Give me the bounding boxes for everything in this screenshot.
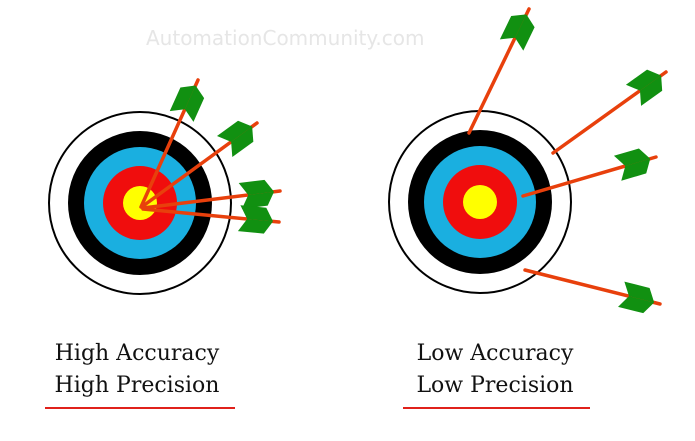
label-line-1: High Accuracy (54, 341, 220, 366)
left-target-bullseye (123, 186, 157, 220)
label-low-accuracy-low-precision: Low Accuracy Low Precision (375, 338, 615, 402)
underline-right (403, 407, 590, 409)
underline-left (45, 407, 235, 409)
right-arrow-1-fletching-2 (499, 14, 527, 40)
label-high-accuracy-high-precision: High Accuracy High Precision (17, 338, 257, 402)
label-line-2: High Precision (54, 373, 220, 398)
right-arrow-4-fletching-1 (618, 296, 655, 314)
right-arrow-2-fletching-1 (639, 75, 663, 106)
left-arrow-2-fletching-1 (231, 126, 254, 158)
left-arrow-1-fletching-1 (184, 85, 205, 122)
label-line-1: Low Accuracy (416, 341, 574, 366)
watermark: AutomationCommunity.com (146, 26, 425, 50)
left-arrow-4-fletching-1 (237, 218, 274, 234)
right-arrow-3-fletching-2 (613, 148, 651, 167)
right-arrow-4-fletching-2 (624, 281, 655, 303)
left-arrow-3-fletching-1 (241, 191, 275, 209)
label-line-2: Low Precision (416, 373, 574, 398)
left-arrow-2-fletching-2 (217, 120, 253, 142)
left-arrow-4-fletching-2 (240, 205, 274, 222)
right-target-bullseye (463, 185, 497, 219)
right-arrow-2-fletching-2 (625, 69, 662, 91)
left-arrow-3-fletching-2 (238, 179, 275, 195)
left-arrow-1-fletching-2 (169, 85, 196, 112)
right-arrow-3-fletching-1 (621, 158, 651, 181)
right-arrow-1-fletching-1 (515, 14, 535, 51)
